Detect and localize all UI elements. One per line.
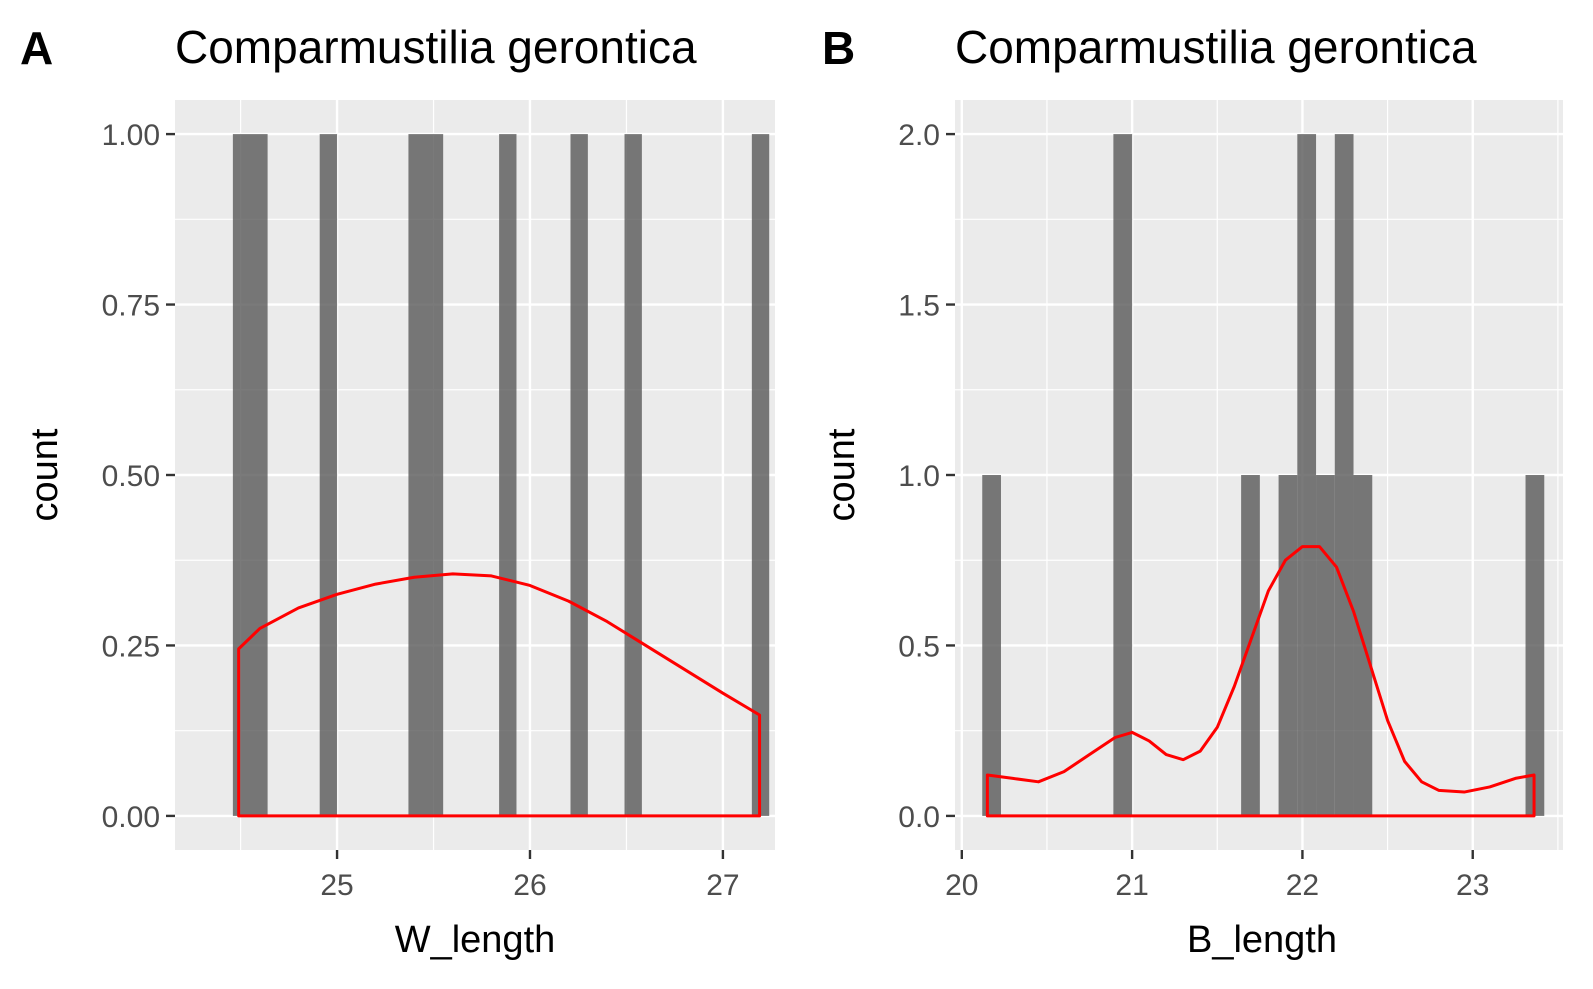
histogram-bar <box>319 134 338 816</box>
x-tick-label: 25 <box>320 869 353 902</box>
y-tick-label: 0.5 <box>898 630 940 663</box>
x-tick-label: 21 <box>1115 869 1148 902</box>
x-axis-label: B_length <box>1187 919 1337 961</box>
histogram-bar <box>751 134 770 816</box>
x-axis-label: W_length <box>395 919 556 961</box>
panel-tag: A <box>20 22 53 74</box>
chart-title: Comparmustilia gerontica <box>955 21 1477 73</box>
y-tick-label: 0.75 <box>102 290 160 323</box>
x-tick-label: 22 <box>1286 869 1319 902</box>
x-tick-label: 20 <box>945 869 978 902</box>
histogram-bar <box>570 134 588 816</box>
y-tick-label: 2.0 <box>898 119 940 152</box>
y-axis-label: count <box>821 428 863 521</box>
histogram-bar <box>1525 475 1545 816</box>
chart-title: Comparmustilia gerontica <box>175 21 697 73</box>
density-curve <box>237 572 762 818</box>
histogram-bar <box>624 134 642 816</box>
histogram-bar <box>499 134 517 816</box>
panel-tag: B <box>822 22 855 74</box>
x-tick-label: 27 <box>706 869 739 902</box>
y-axis-label: count <box>24 428 66 521</box>
y-tick-label: 0.25 <box>102 630 160 663</box>
histogram-bar <box>408 134 444 816</box>
panel-b: 0.0 0.5 1.0 1.5 2.0 20 21 22 23 B_length count B Com… <box>821 21 1563 961</box>
density-curve <box>985 545 1536 818</box>
y-tick-label: 0.00 <box>102 801 160 834</box>
y-tick-label: 0.0 <box>898 801 940 834</box>
histogram-bar <box>1316 475 1335 816</box>
histogram-bar <box>1297 134 1317 816</box>
y-tick-label: 1.0 <box>898 460 940 493</box>
x-tick-label: 23 <box>1456 869 1489 902</box>
histogram-bar <box>982 475 1001 816</box>
y-tick-label: 1.5 <box>898 290 940 323</box>
y-tick-label: 1.00 <box>102 119 160 152</box>
panel-a: 0.00 0.25 0.50 0.75 1.00 25 26 27 W_length count A… <box>20 21 775 961</box>
x-tick-label: 26 <box>513 869 546 902</box>
histogram-bar <box>1113 134 1133 816</box>
histogram-bar <box>1278 475 1298 816</box>
y-tick-label: 0.50 <box>102 460 160 493</box>
histogram-bar <box>1334 134 1354 816</box>
